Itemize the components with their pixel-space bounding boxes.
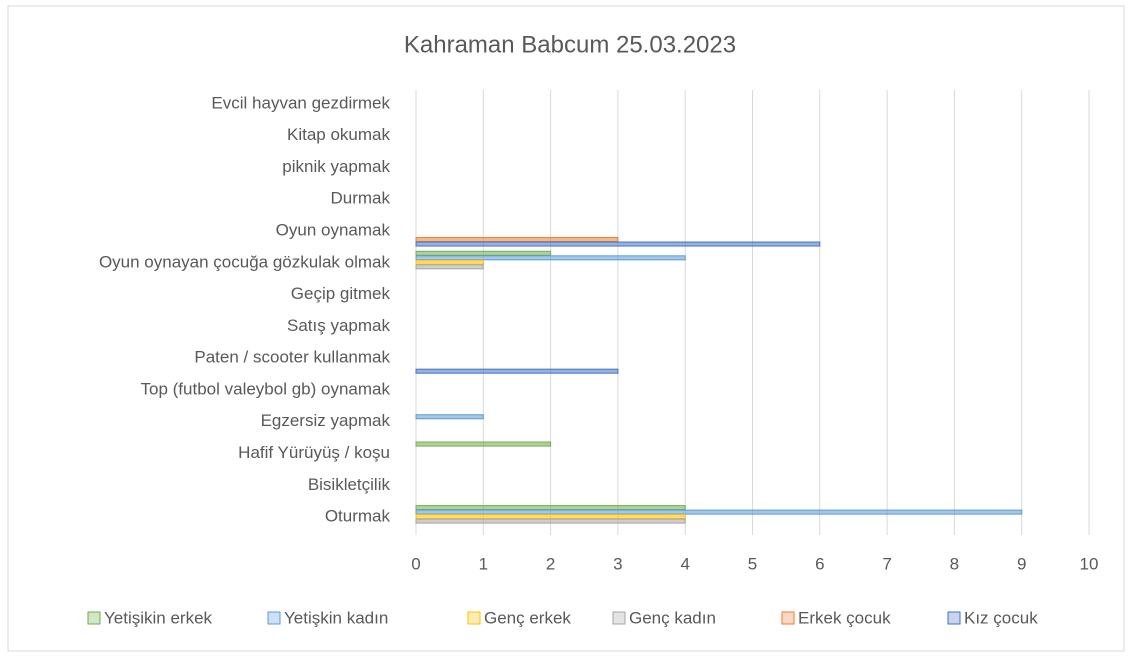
x-tick-label: 9 [1017,554,1026,573]
bar [415,264,484,270]
category-label: Satış yapmak [287,316,390,335]
x-tick-label: 1 [479,554,488,573]
legend-swatch [267,611,281,625]
bar [415,514,686,520]
x-tick-label: 0 [411,554,420,573]
legend-swatch [612,611,626,625]
category-label: Oyun oynayan çocuğa gözkulak olmak [99,252,391,271]
legend-label: Yetişikin erkek [104,608,213,627]
bar [415,368,619,374]
category-label: Durmak [330,189,390,208]
bar [415,241,821,247]
x-tick-label: 10 [1080,554,1099,573]
category-label: Top (futbol valeybol gb) oynamak [141,379,391,398]
bar [415,255,686,261]
category-label: Hafif Yürüyüş / koşu [238,443,390,462]
x-tick-label: 3 [613,554,622,573]
bar [415,505,686,511]
x-tick-label: 7 [882,554,891,573]
category-label: piknik yapmak [282,157,390,176]
bar [415,237,619,243]
bar [415,250,552,256]
legend-label: Genç kadın [629,608,716,627]
bar [415,518,686,524]
bar [415,414,484,420]
category-label: Evcil hayvan gezdirmek [211,93,390,112]
bar [415,259,484,265]
category-label: Kitap okumak [287,125,390,144]
chart-title: Kahraman Babcum 25.03.2023 [404,31,736,58]
legend-label: Kız çocuk [964,608,1038,627]
x-tick-label: 8 [950,554,959,573]
category-label: Oturmak [325,507,391,526]
legend-label: Genç erkek [484,608,571,627]
legend-swatch [947,611,961,625]
x-tick-label: 4 [680,554,689,573]
chart-border [7,5,1125,652]
legend-swatch [467,611,481,625]
category-label: Bisikletçilik [308,475,391,494]
legend-swatch [87,611,101,625]
category-label: Egzersiz yapmak [261,411,391,430]
legend-label: Erkek çocuk [798,608,891,627]
bar [415,509,1023,515]
x-tick-label: 5 [748,554,757,573]
bar [415,441,552,447]
x-tick-label: 2 [546,554,555,573]
category-label: Oyun oynamak [276,221,391,240]
legend-swatch [781,611,795,625]
legend-label: Yetişkin kadın [284,608,388,627]
category-label: Paten / scooter kullanmak [194,348,390,367]
x-tick-label: 6 [815,554,824,573]
category-label: Geçip gitmek [291,284,391,303]
